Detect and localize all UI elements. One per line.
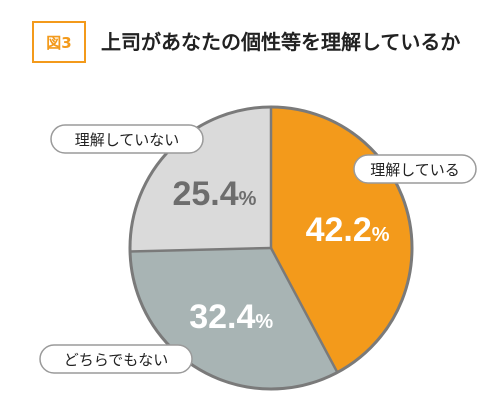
figure-number-badge: 図3 (32, 21, 86, 63)
category-label-not-understand-text: 理解していない (75, 131, 180, 149)
data-label-neither: 32.4% (189, 298, 273, 336)
category-label-neither: どちらでもない (39, 344, 193, 374)
data-label-understands-unit: % (372, 224, 390, 246)
data-label-neither-value: 32.4 (189, 298, 255, 336)
data-label-understands: 42.2% (306, 211, 390, 249)
pie-outline (128, 105, 414, 391)
category-label-neither-text: どちらでもない (64, 351, 169, 369)
data-label-not-understand-value: 25.4 (172, 175, 238, 213)
category-label-not-understand: 理解していない (50, 124, 204, 154)
category-label-understands: 理解している (353, 154, 477, 184)
chart-title: 上司があなたの個性等を理解しているか (101, 30, 461, 54)
data-label-not-understand-unit: % (239, 188, 257, 210)
category-label-understands-text: 理解している (370, 161, 460, 179)
data-label-understands-value: 42.2 (306, 211, 372, 249)
slice-divider-lower (269, 247, 339, 373)
data-label-not-understand: 25.4% (172, 175, 256, 213)
slice-divider-left (130, 246, 272, 253)
pie-slice-not-understand (129, 107, 271, 252)
data-label-neither-unit: % (255, 311, 273, 333)
